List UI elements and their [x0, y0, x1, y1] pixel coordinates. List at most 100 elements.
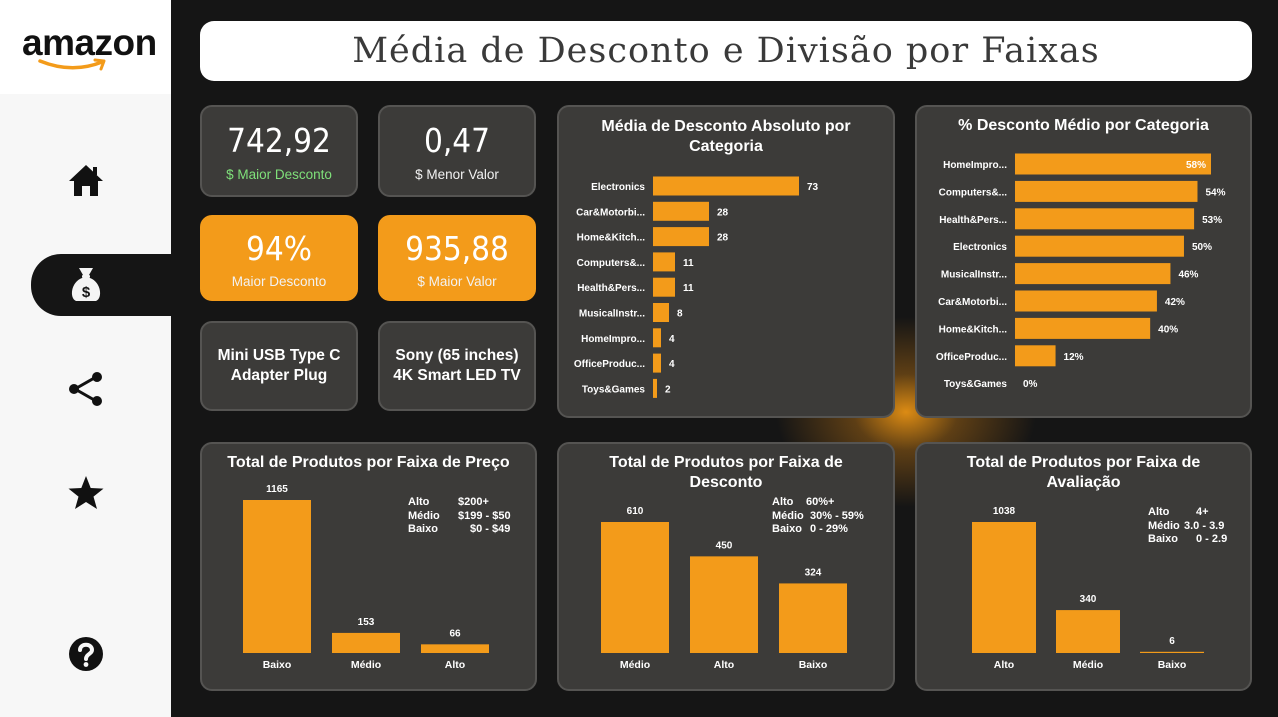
- category-label: Baixo: [799, 659, 828, 671]
- kpi-value: 94%: [246, 229, 312, 268]
- money-bag-icon[interactable]: $: [66, 264, 106, 304]
- legend-row: Baixo 0 - 29%: [772, 523, 864, 537]
- bar: [653, 227, 709, 247]
- data-label: 6: [1169, 636, 1175, 647]
- nav-active-tab: [31, 254, 181, 316]
- data-label: 2: [665, 384, 671, 395]
- data-label: 340: [1080, 594, 1097, 605]
- share-icon[interactable]: [66, 369, 106, 409]
- data-label: 28: [717, 207, 729, 218]
- data-label: 8: [677, 309, 683, 320]
- kpi-card-max-price: 935,88 $ Maior Valor: [378, 215, 536, 301]
- data-label: 46%: [1178, 270, 1198, 281]
- data-label: 153: [358, 617, 375, 628]
- bar: [1015, 263, 1171, 285]
- bar: [972, 522, 1036, 653]
- star-icon[interactable]: [66, 473, 106, 513]
- legend-key: Alto: [408, 496, 430, 508]
- category-label: Alto: [994, 659, 1014, 671]
- category-label: Médio: [620, 659, 650, 671]
- data-label: 610: [627, 506, 644, 517]
- logo-text: amazon: [22, 22, 157, 63]
- category-label: Electronics: [953, 242, 1007, 253]
- chart-price-range: 1165 Baixo 153 Médio 66 Alto: [243, 484, 489, 671]
- category-label: Computers&...: [577, 258, 646, 269]
- legend-value: 4+: [1196, 506, 1209, 518]
- legend-key: Baixo: [408, 523, 438, 535]
- data-label: 1038: [993, 506, 1016, 517]
- chart-title: Total de Produtos por Faixa de Preço: [227, 454, 510, 471]
- data-label: 53%: [1202, 215, 1222, 226]
- help-icon[interactable]: [66, 634, 106, 674]
- rating-range-legend: Alto 4+ Médio 3.0 - 3.9 Baixo 0 - 2.9: [1148, 506, 1227, 547]
- bar: [421, 644, 489, 653]
- home-icon[interactable]: [66, 160, 106, 200]
- legend-row: Alto 4+: [1148, 506, 1227, 520]
- product-card-max-price: Sony (65 inches) 4K Smart LED TV: [378, 321, 536, 411]
- legend-value: 0 - 29%: [810, 523, 848, 535]
- category-label: Alto: [445, 659, 465, 671]
- bar: [601, 522, 669, 653]
- category-label: OfficeProduc...: [936, 352, 1007, 363]
- category-label: Baixo: [263, 659, 292, 671]
- kpi-value: 935,88: [405, 229, 509, 268]
- data-label: 73: [807, 182, 819, 193]
- data-label: 58%: [1186, 160, 1206, 171]
- smile-arrow-icon: [38, 58, 106, 71]
- category-label: HomeImpro...: [581, 334, 645, 345]
- bar: [1015, 290, 1157, 312]
- legend-key: Médio: [772, 509, 804, 522]
- category-label: Car&Motorbi...: [576, 207, 645, 218]
- chart-discount-range: 610 Médio 450 Alto 324 Baixo: [601, 506, 847, 671]
- data-label: 324: [805, 567, 822, 578]
- data-label: 1165: [266, 484, 288, 495]
- bar: [1015, 235, 1184, 257]
- legend-row: Baixo 0 - 2.9: [1148, 533, 1227, 547]
- category-label: MusicalInstr...: [941, 270, 1007, 281]
- chart-title: Total de Produtos por Faixa de Desconto: [609, 454, 843, 491]
- chart-card-avg-percent-discount: % Desconto Médio por Categoria HomeImpro…: [915, 105, 1252, 418]
- kpi-label: $ Maior Desconto: [226, 167, 332, 182]
- legend-row: Alto 60%+: [772, 496, 864, 510]
- kpi-label: Maior Desconto: [231, 274, 327, 289]
- data-label: 50%: [1192, 242, 1212, 253]
- data-label: 54%: [1205, 187, 1225, 198]
- legend-key: Alto: [772, 496, 794, 508]
- data-label: 11: [683, 258, 694, 269]
- category-label: Toys&Games: [582, 384, 646, 395]
- kpi-card-max-discount-percent: 94% Maior Desconto: [200, 215, 358, 301]
- bar: [1015, 208, 1195, 230]
- legend-key: Médio: [1148, 519, 1180, 532]
- bar: [779, 583, 847, 653]
- data-label: 42%: [1165, 297, 1185, 308]
- category-label: Toys&Games: [944, 379, 1008, 390]
- category-label: Médio: [1073, 659, 1103, 671]
- legend-value: $199 - $50: [458, 509, 511, 522]
- data-label: 66: [449, 628, 461, 639]
- chart-card-rating-range: Total de Produtos por Faixa de Avaliação…: [915, 442, 1252, 691]
- bar: [243, 500, 311, 653]
- bar: [653, 328, 661, 348]
- chart-avg-percent-discount: HomeImpro... 58% Computers&... 54% Health&Pe…: [936, 153, 1226, 390]
- data-label: 12%: [1064, 352, 1084, 363]
- title-bar: Média de Desconto e Divisão por Faixas: [200, 21, 1252, 81]
- amazon-logo[interactable]: amazon: [0, 0, 171, 94]
- chart-title: Total de Produtos por Faixa de Avaliação: [966, 454, 1201, 491]
- bar: [653, 252, 675, 272]
- svg-text:$: $: [82, 284, 91, 301]
- sidebar: amazon: [0, 0, 171, 717]
- bar: [1015, 345, 1056, 367]
- category-label: Alto: [714, 659, 734, 671]
- legend-key: Médio: [408, 509, 440, 522]
- category-label: Electronics: [591, 182, 645, 193]
- discount-range-legend: Alto 60%+ Médio 30% - 59% Baixo 0 - 29%: [772, 496, 864, 537]
- legend-value: $0 - $49: [470, 523, 511, 535]
- data-label: 0%: [1023, 379, 1038, 390]
- data-label: 11: [683, 283, 694, 294]
- legend-row: Baixo $0 - $49: [408, 523, 511, 537]
- product-card-max-discount: Mini USB Type C Adapter Plug: [200, 321, 358, 411]
- kpi-value: 742,92: [227, 121, 331, 160]
- category-label: Home&Kitch...: [939, 324, 1008, 335]
- category-label: Computers&...: [939, 187, 1008, 198]
- bar: [1015, 180, 1198, 202]
